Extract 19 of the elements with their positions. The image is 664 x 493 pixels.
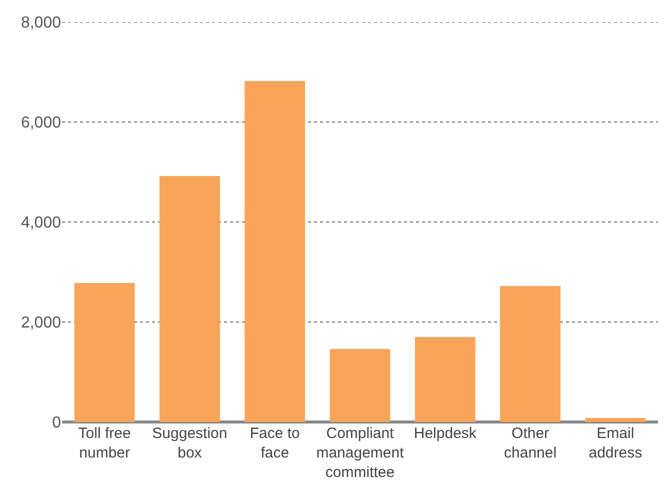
y-tick-label: 6,000 xyxy=(20,114,62,132)
bar xyxy=(585,418,646,422)
x-tick-label: Other channel xyxy=(504,425,557,462)
bar xyxy=(244,81,306,422)
x-tick-label: Toll free number xyxy=(78,425,131,462)
x-tick-label: Face to face xyxy=(250,425,300,462)
x-tick-label: Email address xyxy=(588,425,642,462)
y-tick-label: 0 xyxy=(52,414,62,432)
x-tick-label: Helpdesk xyxy=(414,425,477,442)
y-tick-label: 8,000 xyxy=(20,14,62,32)
bar xyxy=(330,349,390,422)
y-tick-label: 4,000 xyxy=(20,214,62,232)
bar xyxy=(74,283,135,422)
x-tick-label: Suggestion box xyxy=(152,425,228,462)
bar xyxy=(159,176,220,422)
bar xyxy=(500,286,561,422)
bar xyxy=(414,337,476,422)
x-tick-label: Compliant management committee xyxy=(316,425,405,481)
y-tick-label: 2,000 xyxy=(20,314,62,332)
